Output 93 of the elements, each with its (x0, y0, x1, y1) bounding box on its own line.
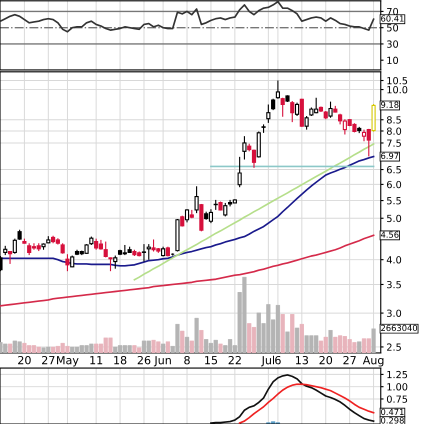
candlestick (65, 254, 70, 272)
line-series (0, 156, 374, 267)
y-tick-label: 3.5 (387, 280, 401, 288)
line-series (210, 374, 374, 424)
annotation: 60.41 (381, 15, 404, 22)
y-tick-label: 5.0 (387, 214, 402, 222)
y-tick-label: 1.25 (387, 370, 408, 378)
line-series (0, 234, 374, 307)
x-tick-label: 13 (296, 356, 308, 364)
annotation: 4.56 (380, 231, 399, 238)
annotation: 0.298 (381, 417, 404, 424)
bar (294, 328, 300, 353)
candlestick (166, 246, 170, 258)
bar (194, 318, 199, 353)
line-series (0, 0, 374, 33)
bar (199, 330, 204, 353)
x-tick-label: 22 (228, 356, 241, 364)
candlestick (280, 97, 285, 118)
x-tick-label: 18 (114, 356, 126, 364)
candlestick (266, 104, 270, 124)
bar (8, 344, 12, 353)
candlestick (194, 186, 199, 214)
y-tick-label: 6.0 (386, 180, 402, 188)
y-tick-label: 2.5 (387, 343, 401, 351)
line-series (134, 143, 374, 281)
y-tick-label: 30 (387, 40, 398, 48)
x-tick-label: 6 (275, 356, 281, 364)
candlestick (18, 229, 22, 240)
y-tick-label: 7.5 (387, 140, 401, 147)
bar (290, 314, 294, 353)
x-tick-label: 27 (42, 356, 54, 364)
candlestick (108, 256, 113, 272)
y-tick-label: 3.0 (387, 310, 402, 317)
bar (160, 344, 166, 353)
bar (184, 336, 190, 353)
candlestick (328, 101, 333, 118)
bar (280, 314, 285, 353)
candlestick (256, 130, 261, 158)
annotation: 6.97 (381, 152, 398, 159)
candlestick (271, 98, 276, 111)
candlestick (113, 254, 118, 270)
candlestick (146, 244, 151, 260)
candlestick (242, 136, 247, 160)
x-tick-label: 11 (90, 356, 102, 364)
bar (166, 341, 170, 353)
bar (218, 344, 223, 353)
candlestick (290, 100, 294, 123)
y-tick-label: 4.0 (386, 256, 402, 264)
candlestick (161, 246, 166, 258)
bar (285, 332, 290, 353)
candlestick (3, 245, 8, 256)
y-tick-label: 10 (387, 56, 398, 64)
y-tick-label: 0.75 (386, 395, 408, 403)
x-tick-label: May (57, 356, 79, 367)
bar (357, 341, 362, 353)
annotation: 0.471 (381, 408, 404, 416)
x-tick-label: Aug (362, 356, 384, 367)
annotation: 2663040 (381, 324, 418, 332)
x-tick-label: 15 (205, 356, 218, 364)
y-tick-label: 10.0 (387, 86, 408, 94)
bar (328, 330, 333, 353)
candlestick (238, 156, 242, 188)
bar (371, 328, 376, 353)
candlestick (8, 250, 12, 264)
candlestick (276, 80, 280, 100)
y-tick-label: 8.0 (386, 127, 402, 135)
candlestick (214, 199, 218, 210)
x-tick-label: 8 (184, 356, 190, 364)
bar (3, 344, 8, 353)
bar (180, 330, 184, 353)
x-tick-label: 20 (18, 356, 31, 364)
candlestick (294, 102, 300, 117)
y-tick-label: 8.5 (386, 116, 401, 124)
bar (300, 324, 304, 353)
y-tick-label: 5.5 (387, 197, 401, 204)
candlestick (184, 208, 190, 223)
x-tick-label: 26 (138, 356, 150, 364)
candlestick (142, 244, 146, 262)
x-tick-label: Jul (261, 356, 274, 366)
annotation: 9.18 (381, 102, 399, 108)
x-tick-label: 27 (343, 356, 356, 364)
bar (190, 340, 194, 353)
candlestick (70, 254, 74, 268)
line-series (238, 383, 374, 424)
candlestick (223, 202, 228, 217)
y-tick-label: 50 (387, 24, 398, 32)
y-tick-label: 10.5 (387, 76, 408, 84)
y-tick-label: 1.00 (387, 383, 408, 391)
y-tick-label: 6.5 (386, 166, 401, 174)
candlestick (304, 116, 309, 130)
x-tick-label: Jun (154, 356, 171, 366)
x-tick-label: 20 (319, 356, 332, 364)
candlestick (12, 238, 17, 254)
